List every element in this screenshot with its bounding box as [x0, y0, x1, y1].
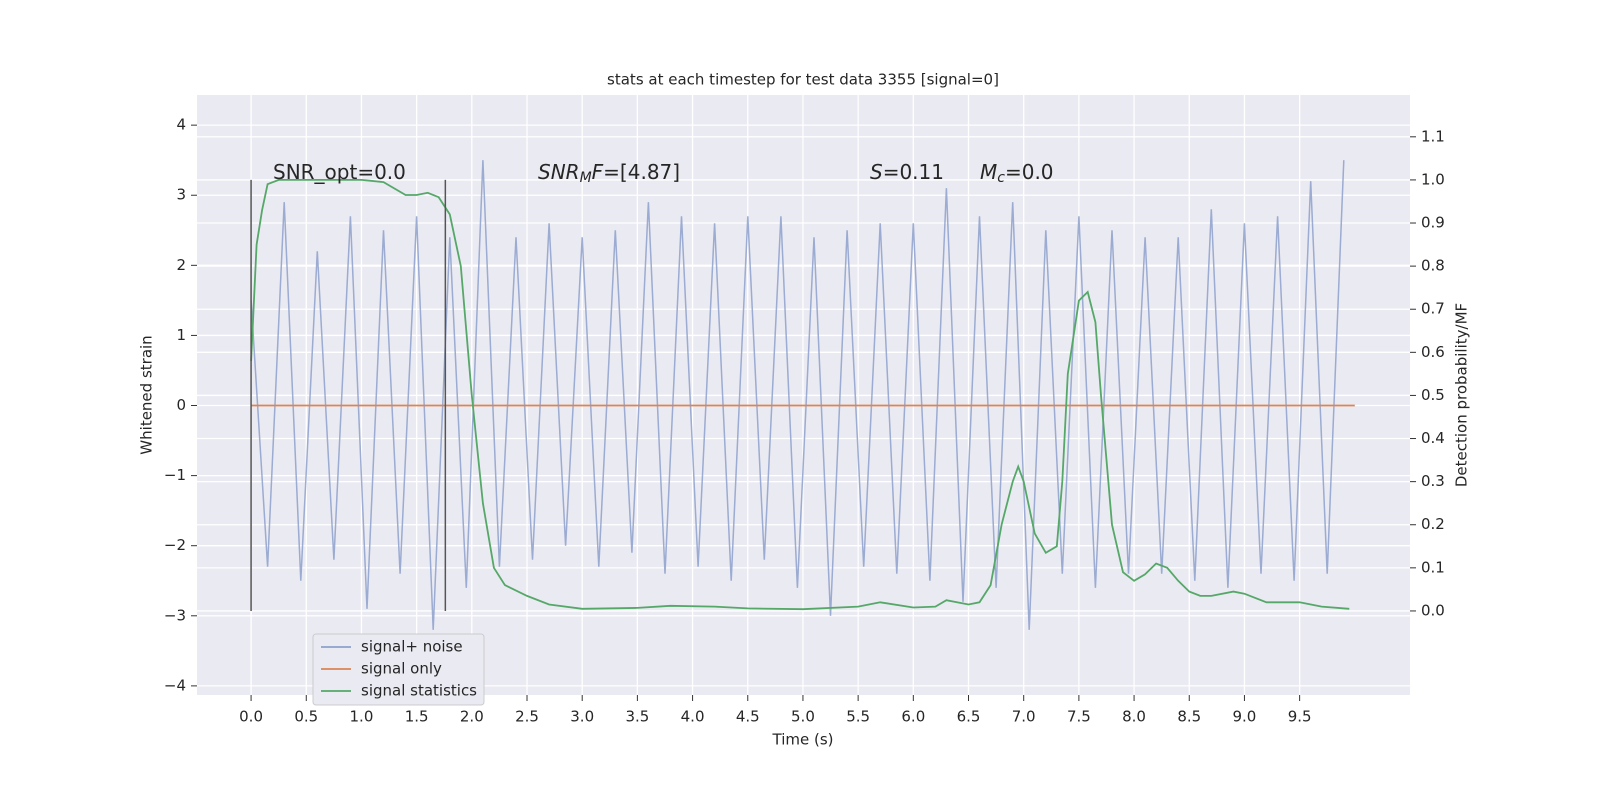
annotation: SNRMF=[4.87]: [538, 160, 680, 187]
legend-label: signal only: [361, 660, 442, 678]
y-tick-label: 4: [176, 116, 186, 134]
annotation-part: =0.0: [1005, 160, 1054, 184]
y-tick-label: −2: [164, 536, 186, 554]
y2-tick-label: 0.6: [1421, 343, 1445, 361]
y-tick-label: −4: [164, 676, 186, 694]
y2-tick-label: 0.3: [1421, 472, 1445, 490]
x-tick-label: 2.5: [515, 708, 539, 726]
series-line: [250, 160, 1345, 630]
chart-title: stats at each timestep for test data 335…: [607, 71, 999, 89]
x-tick-label: 1.0: [350, 708, 374, 726]
x-tick-label: 4.5: [736, 708, 760, 726]
annotation: SNR_opt=0.0: [273, 160, 406, 184]
annotation-part: SNR_opt=0.0: [273, 160, 406, 184]
annotation-part: M: [580, 170, 592, 186]
y2-axis-label: Detection probability/MF: [1453, 303, 1471, 487]
y-tick-label: 1: [176, 326, 186, 344]
y2-tick-label: 0.7: [1421, 300, 1445, 318]
y-axis-label: Whitened strain: [138, 335, 156, 454]
annotation: S=0.11: [870, 160, 944, 184]
x-tick-label: 0.0: [239, 708, 263, 726]
annotation-part: =[4.87]: [603, 160, 680, 184]
legend-label: signal statistics: [361, 682, 477, 700]
y2-tick-label: 1.0: [1421, 170, 1445, 188]
annotation-part: =0.11: [883, 160, 944, 184]
y2-tick-label: 0.4: [1421, 429, 1445, 447]
y2-tick-label: 1.1: [1421, 127, 1445, 145]
x-tick-label: 3.5: [625, 708, 649, 726]
x-tick-label: 6.5: [957, 708, 981, 726]
x-tick-label: 3.0: [570, 708, 594, 726]
annotation: Mc=0.0: [980, 160, 1054, 187]
x-tick-label: 7.5: [1067, 708, 1091, 726]
x-tick-label: 2.0: [460, 708, 484, 726]
y2-tick-label: 0.2: [1421, 515, 1445, 533]
x-tick-label: 8.0: [1122, 708, 1146, 726]
y2-tick-label: 0.0: [1421, 601, 1445, 619]
y2-tick-label: 0.8: [1421, 257, 1445, 275]
legend-label: signal+ noise: [361, 638, 463, 656]
annotation-part: F: [592, 160, 604, 184]
y2-tick-label: 0.1: [1421, 558, 1445, 576]
annotation-part: M: [980, 160, 997, 184]
legend-box: [312, 633, 485, 706]
x-tick-label: 4.0: [681, 708, 705, 726]
y2-tick-label: 0.5: [1421, 386, 1445, 404]
x-tick-label: 7.0: [1012, 708, 1036, 726]
x-tick-label: 9.0: [1233, 708, 1257, 726]
series-line: [250, 179, 1350, 611]
x-tick-label: 8.5: [1177, 708, 1201, 726]
x-tick-label: 9.5: [1288, 708, 1312, 726]
y-tick-label: −3: [164, 606, 186, 624]
x-tick-label: 5.0: [791, 708, 815, 726]
x-tick-label: 1.5: [405, 708, 429, 726]
x-tick-label: 5.5: [846, 708, 870, 726]
x-tick-label: 6.0: [901, 708, 925, 726]
y-tick-label: 2: [176, 256, 186, 274]
y2-tick-label: 0.9: [1421, 214, 1445, 232]
y-tick-label: 3: [176, 186, 186, 204]
annotation-part: S: [870, 160, 883, 184]
x-tick-label: 0.5: [294, 708, 318, 726]
annotation-part: SNR: [538, 160, 580, 184]
x-axis-label: Time (s): [772, 731, 834, 749]
y-tick-label: −1: [164, 466, 186, 484]
y-tick-label: 0: [176, 396, 186, 414]
annotation-part: c: [997, 170, 1005, 186]
